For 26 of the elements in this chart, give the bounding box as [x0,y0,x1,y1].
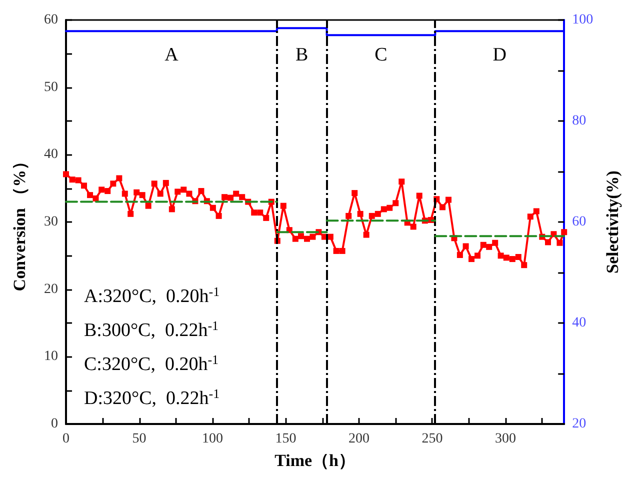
annotation: D [492,44,507,66]
y-tick-label: 0 [51,416,58,432]
x-tick-label: 0 [62,432,70,446]
y2-tick-label: 20 [572,416,586,432]
y2-tick-label: 40 [572,316,586,330]
y-tick-label: 10 [44,349,58,364]
x-axis-title: Time（h） [274,451,356,470]
y-tick-label: 40 [44,147,58,162]
annotation: A [164,44,179,66]
y2-tick-label: 100 [572,12,594,28]
x-tick-label: 150 [275,432,296,446]
annotation: B [296,44,308,66]
annotation: C [374,44,388,66]
y2-tick-label: 60 [572,214,586,230]
x-tick-label: 300 [495,432,516,446]
y-tick-label: 30 [44,214,58,230]
y-tick-label: 60 [44,12,58,28]
x-tick-label: 200 [348,432,370,446]
x-tick-label: 50 [132,432,146,446]
y-tick-label: 20 [44,282,58,297]
y-axis-title: Conversion （%） [10,152,29,292]
x-tick-label: 250 [422,432,443,446]
y2-axis-title: Selectivity(%) [603,170,622,274]
y-tick-label: 50 [44,80,58,95]
y2-tick-label: 80 [572,114,586,128]
x-tick-label: 100 [202,432,223,446]
